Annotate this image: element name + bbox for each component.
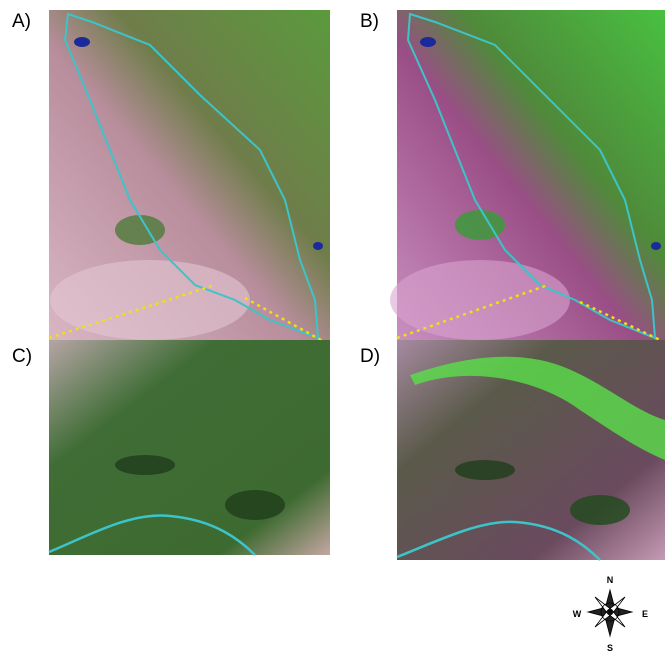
panel-c: C) xyxy=(12,340,330,556)
panel-label: A) xyxy=(12,11,31,32)
forest-patch xyxy=(225,490,285,520)
compass-east: E xyxy=(642,609,648,619)
transect-line xyxy=(396,283,661,342)
compass-points xyxy=(586,588,634,638)
compass-ring xyxy=(600,602,620,622)
panel-label: D) xyxy=(360,346,380,367)
panel-b: B) xyxy=(360,10,665,342)
compass-diagonals xyxy=(594,596,626,628)
compass-north: N xyxy=(607,575,614,585)
water-body xyxy=(74,37,90,47)
water-body xyxy=(420,37,436,47)
transect-line xyxy=(48,283,331,347)
boundary xyxy=(406,12,657,340)
panel-a: A) xyxy=(12,10,331,347)
urban-area xyxy=(390,260,570,340)
panel-label: B) xyxy=(360,11,379,32)
compass-west: W xyxy=(573,609,582,619)
boundary xyxy=(48,514,256,556)
compass-south: S xyxy=(607,643,613,653)
panel-label: C) xyxy=(12,346,32,367)
vegetation-band xyxy=(410,356,665,460)
forest-patch xyxy=(455,460,515,480)
panel-d: D) xyxy=(360,340,665,561)
satellite-image xyxy=(49,340,330,555)
forest-patch xyxy=(115,455,175,475)
vegetation xyxy=(455,210,505,240)
water-body xyxy=(313,242,323,250)
compass-rose: N E S W xyxy=(573,575,648,653)
forest-patch xyxy=(570,495,630,525)
vegetation xyxy=(115,215,165,245)
urban-area xyxy=(50,260,250,340)
water-body xyxy=(651,242,661,250)
boundary xyxy=(63,12,320,340)
boundary xyxy=(396,520,601,561)
